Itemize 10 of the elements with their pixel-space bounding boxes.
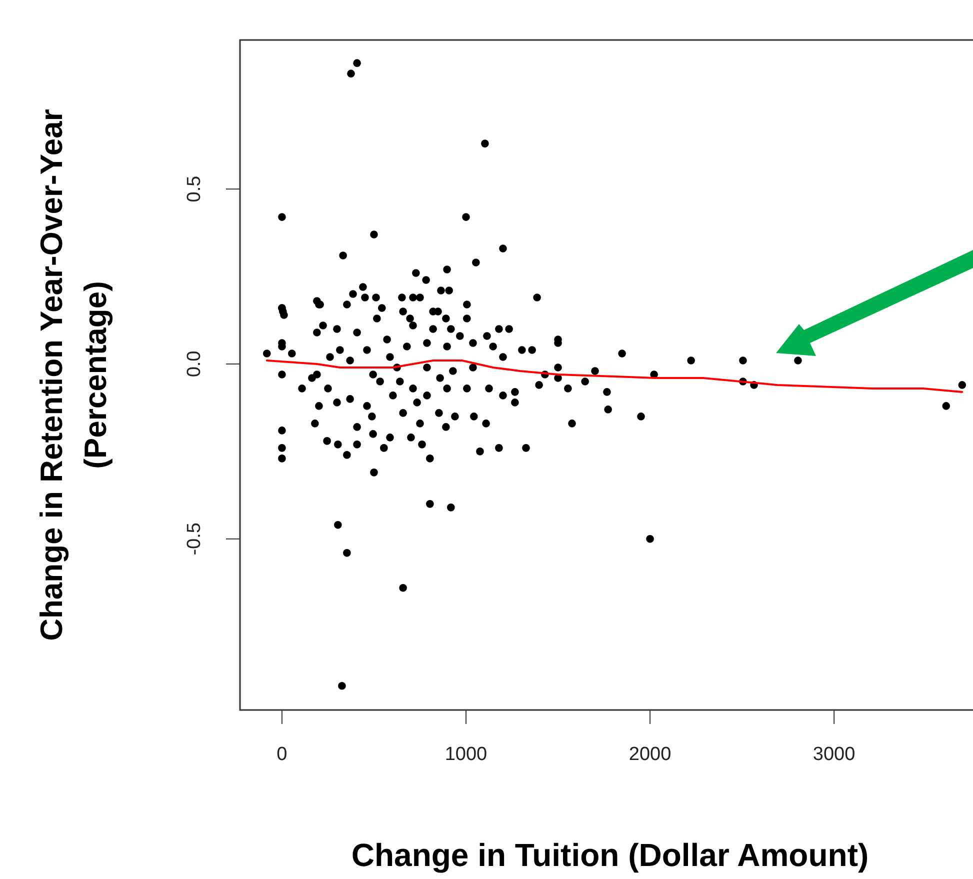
line-series	[266, 359, 964, 393]
x-tick-label: 0	[276, 744, 288, 765]
x-tick-label: 1000	[444, 744, 488, 765]
y-tick-label: -0.5	[184, 522, 205, 556]
x-axis-title: Change in Tuition (Dollar Amount)	[351, 837, 869, 873]
y-axis-title: Change in Retention Year-Over-Year (Percentage)	[34, 109, 113, 641]
y-tick-label: 0.0	[184, 350, 205, 378]
x-tick-label: 3000	[812, 744, 856, 765]
y-tick-label: 0.5	[184, 176, 205, 202]
x-tick-label: 2000	[628, 744, 672, 765]
